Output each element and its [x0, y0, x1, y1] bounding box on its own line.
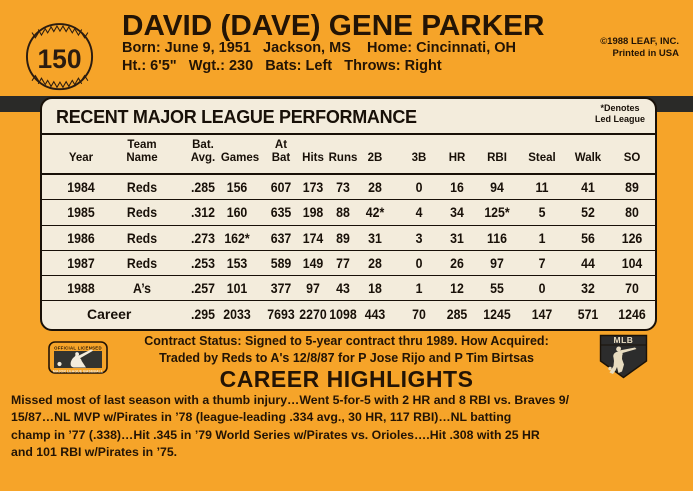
svg-text:OFFICIAL LICENSED: OFFICIAL LICENSED [54, 345, 102, 350]
svg-text:MLB: MLB [614, 335, 634, 345]
svg-text:MAJOR LEAGUE BASEBALL: MAJOR LEAGUE BASEBALL [53, 370, 104, 374]
svg-text:150: 150 [37, 44, 81, 74]
